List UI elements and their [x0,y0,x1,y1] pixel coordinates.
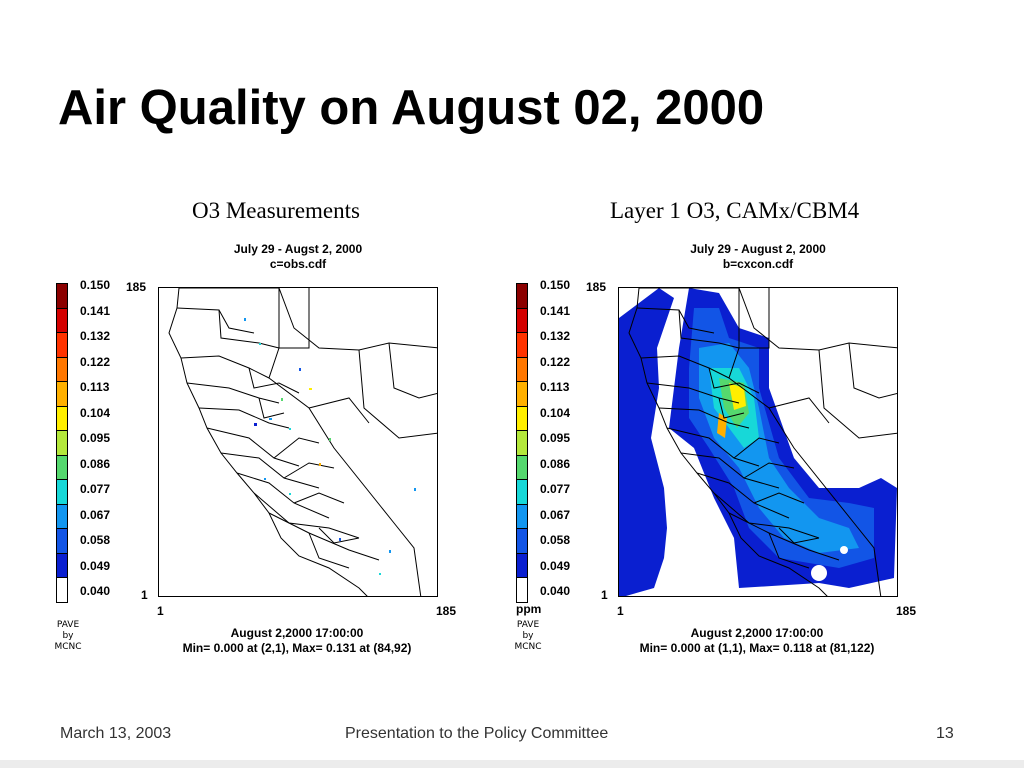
colorbar [516,283,528,603]
colorbar-swatch [516,479,528,505]
colorbar-labels: 0.150 0.141 0.132 0.122 0.113 0.104 0.095 0.086… [540,278,570,610]
colorbar-label: 0.049 [80,558,111,573]
min-max-label: Min= 0.000 at (2,1), Max= 0.131 at (84,9… [182,641,412,655]
colorbar-label: 0.077 [540,482,571,496]
colorbar-swatch [516,454,528,480]
colorbar-swatch [516,307,528,333]
colorbar-swatch [56,381,68,407]
colorbar-swatch [516,577,528,603]
colorbar [56,283,68,603]
panel-subtitle-file: c=obs.cdf [269,257,327,271]
colorbar-swatch [56,430,68,456]
colorbar-swatch [56,503,68,529]
colorbar-label: 0.141 [80,303,111,318]
panel-subtitle-dates: July 29 - August 2, 2000 [690,242,826,256]
colorbar-labels: 0.150 0.141 0.132 0.122 0.113 0.104 0.095 0.086… [80,278,110,610]
panel-subtitle-file: b=cxcon.cdf [722,257,794,271]
colorbar-label: 0.077 [80,482,111,496]
panel-title: O3 Measurements [192,198,360,223]
colorbar-label: 0.095 [80,431,111,445]
pave-logo: PAVE by MCNC [514,620,542,652]
colorbar-swatch [516,552,528,578]
y-axis-bottom-label: 1 [141,588,148,602]
colorbar-label: 0.150 [80,278,111,292]
y-axis-top-label: 185 [586,280,607,294]
colorbar-label: 0.122 [540,354,571,369]
colorbar-swatch [56,528,68,554]
timestamp-label: August 2,2000 17:00:00 [230,626,364,640]
slide-title: Air Quality on August 02, 2000 [58,81,765,135]
footer-presentation-title: Presentation to the Policy Committee [345,725,609,742]
colorbar-label: 0.104 [80,405,111,420]
colorbar-swatch [516,332,528,358]
y-axis-top-label: 185 [126,280,147,294]
observation-sites [244,318,416,575]
timestamp-label: August 2,2000 17:00:00 [690,626,824,640]
footer-date: March 13, 2003 [60,725,172,742]
colorbar-label: 0.132 [80,329,111,343]
colorbar-swatch [56,454,68,480]
observations-panel: O3 Measurements July 29 - Augst 2, 2000 … [40,190,510,670]
colorbar-swatch [56,307,68,333]
colorbar-swatch [56,479,68,505]
colorbar-label: 0.067 [80,507,111,522]
colorbar-swatch [56,405,68,431]
colorbar-label: 0.113 [80,380,110,394]
colorbar-swatch [516,430,528,456]
colorbar-label: 0.150 [540,278,571,292]
x-axis-left-label: 1 [157,604,164,618]
colorbar-label: 0.086 [540,456,571,471]
colorbar-swatch [516,381,528,407]
footer-page-number: 13 [936,725,954,742]
ozone-concentration-field [619,288,897,596]
colorbar-label: 0.067 [540,507,571,522]
colorbar-swatch [56,552,68,578]
colorbar-label: 0.095 [540,431,571,445]
observation-map [158,287,438,597]
panel-subtitle-dates: July 29 - Augst 2, 2000 [233,242,363,256]
colorbar-swatch [56,356,68,382]
colorbar-swatch [516,405,528,431]
colorbar-swatch [516,283,528,309]
colorbar-label: 0.122 [80,354,111,369]
footer-divider [0,760,1024,768]
model-panel: Layer 1 O3, CAMx/CBM4 July 29 - August 2… [500,190,970,670]
y-axis-bottom-label: 1 [601,588,608,602]
x-axis-right-label: 185 [896,604,917,618]
pave-logo: PAVE by MCNC [54,620,82,652]
panel-title: Layer 1 O3, CAMx/CBM4 [610,198,860,223]
colorbar-label: 0.113 [540,380,570,394]
colorbar-swatch [516,503,528,529]
colorbar-label: 0.049 [540,558,571,573]
colorbar-label: 0.040 [80,584,111,598]
min-max-label: Min= 0.000 at (1,1), Max= 0.118 at (81,1… [639,641,875,655]
concentration-field [619,288,897,596]
colorbar-swatch [516,356,528,382]
x-axis-right-label: 185 [436,604,457,618]
model-concentration-map [618,287,898,597]
colorbar-label: 0.058 [80,533,111,547]
colorbar-label: 0.058 [540,533,571,547]
unit-label: ppm [516,602,542,616]
x-axis-left-label: 1 [617,604,624,618]
colorbar-swatch [56,283,68,309]
colorbar-label: 0.086 [80,456,111,471]
colorbar-label: 0.132 [540,329,571,343]
colorbar-swatch [516,528,528,554]
colorbar-swatch [56,332,68,358]
colorbar-swatch [56,577,68,603]
colorbar-label: 0.040 [540,584,571,598]
colorbar-label: 0.141 [540,303,571,318]
california-county-outline-map [168,288,437,596]
colorbar-label: 0.104 [540,405,571,420]
